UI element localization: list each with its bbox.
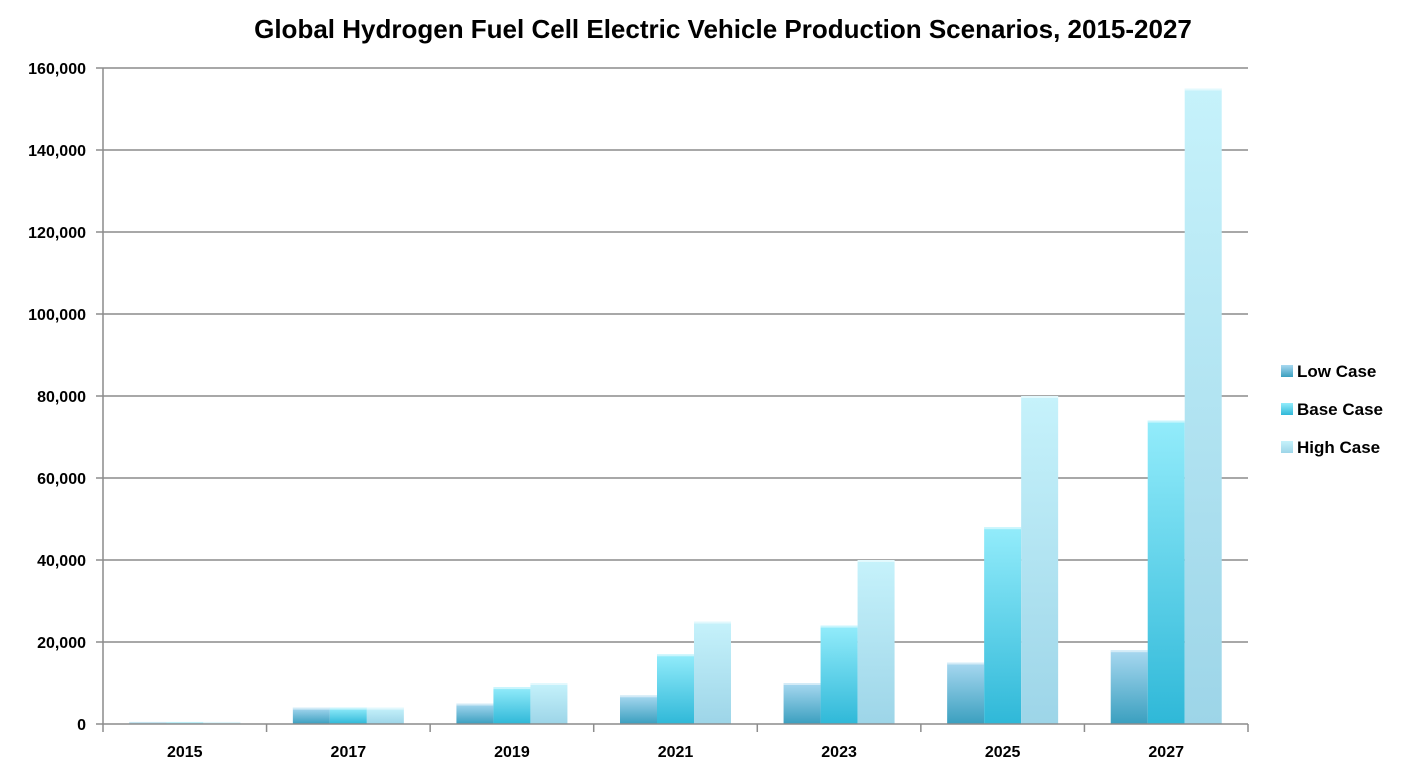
bar-highlight [1110,650,1148,653]
bar-highlight [129,721,167,724]
y-tick-label: 140,000 [28,143,86,160]
legend-swatch [1281,365,1293,377]
y-tick-label: 60,000 [37,471,86,488]
bar-base-case [1147,420,1185,724]
bar-highlight [820,625,858,628]
y-tick-label: 20,000 [37,635,86,652]
bar-highlight [1184,88,1222,91]
bar-high-case [1184,88,1222,724]
bar-high-case [530,683,568,724]
y-tick-label: 160,000 [28,61,86,78]
bar-base-case [329,707,367,724]
x-tick-label: 2023 [821,744,857,761]
bar-base-case [984,527,1022,724]
x-axis-ticks: 2015 2017 2019 2021 2023 2025 2027 [102,724,1249,761]
bar-highlight [947,662,985,665]
legend-label: High Case [1297,438,1380,457]
bar-highlight [366,707,404,710]
bar-low-case [292,707,330,724]
bar-highlight [694,621,731,624]
x-tick-label: 2025 [985,744,1021,761]
bar-high-case [694,621,731,724]
x-tick-label: 2019 [494,744,530,761]
bar-high-case [857,560,895,724]
legend-label: Low Case [1297,362,1376,381]
x-tick-label: 2017 [331,744,367,761]
bar-highlight [530,683,568,685]
bar-highlight [493,687,531,690]
gridlines [103,67,1248,643]
bar-low-case [1110,650,1148,724]
bar-highlight [456,703,494,706]
y-tick-label: 100,000 [28,307,86,324]
y-tick-label: 80,000 [37,389,86,406]
bar-low-case [456,703,494,724]
bar-highlight [329,707,367,710]
bar-highlight [292,707,330,710]
bar-highlight [1147,420,1185,423]
x-tick-label: 2027 [1148,744,1184,761]
bar-highlight [620,695,657,698]
bar-highlight [657,654,694,657]
x-tick-label: 2021 [658,744,694,761]
bar-high-case [1021,396,1059,724]
bar-highlight [857,560,895,562]
bar-highlight [1021,396,1059,398]
bar-high-case [366,707,404,724]
legend: Low Case Base Case High Case [1281,362,1383,457]
y-tick-label: 0 [77,717,86,734]
bar-highlight [984,527,1022,530]
y-tick-label: 120,000 [28,225,86,242]
bars [129,88,1222,724]
bar-highlight [203,721,241,724]
bar-low-case [620,695,657,724]
y-axis-ticks: 0 20,000 40,000 60,000 80,000 100,000 120,000 1… [28,61,103,734]
bar-highlight [166,721,204,724]
bar-base-case [493,687,531,724]
bar-highlight [783,683,821,685]
bar-low-case [947,662,985,724]
legend-label: Base Case [1297,400,1383,419]
bar-base-case [820,625,858,724]
y-tick-label: 40,000 [37,553,86,570]
legend-swatch [1281,441,1293,453]
bar-low-case [783,683,821,724]
bar-base-case [657,654,694,724]
x-tick-label: 2015 [167,744,203,761]
legend-swatch [1281,403,1293,415]
chart-title: Global Hydrogen Fuel Cell Electric Vehic… [254,14,1192,44]
